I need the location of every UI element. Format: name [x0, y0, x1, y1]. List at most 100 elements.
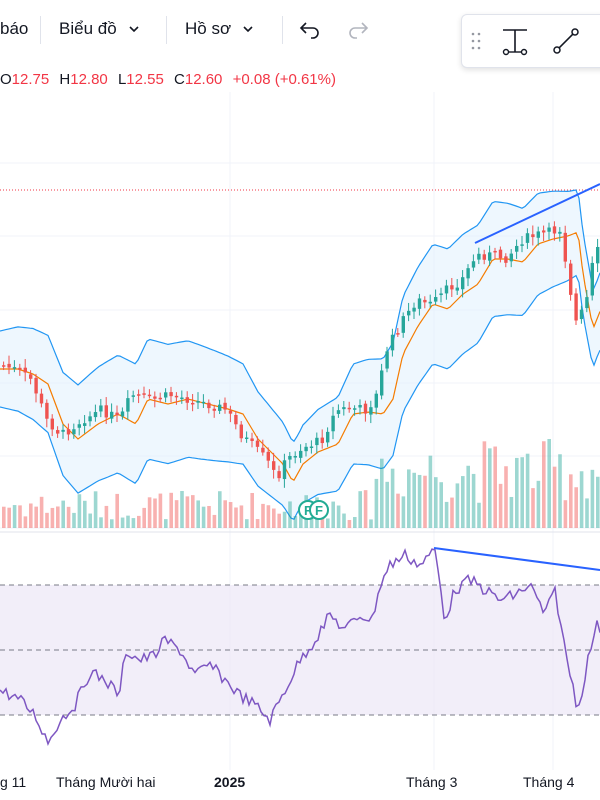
volume-bar	[542, 441, 546, 528]
volume-bar	[282, 511, 287, 528]
chart-menu-button[interactable]: Biểu đồ	[59, 14, 141, 44]
high-label: H	[59, 71, 71, 88]
volume-bar	[536, 480, 541, 528]
candle-body	[288, 455, 292, 460]
volume-bar	[477, 502, 481, 528]
candle-body	[326, 431, 330, 443]
candle-body	[552, 226, 557, 234]
volume-bar	[482, 441, 487, 528]
volume-bar	[120, 517, 125, 528]
volume-bar	[266, 505, 271, 528]
volume-bar	[185, 496, 190, 528]
volume-bar	[2, 506, 6, 528]
price-chart[interactable]	[0, 0, 600, 770]
volume-bar	[450, 497, 454, 528]
candle-body	[380, 370, 384, 396]
candle-body	[207, 402, 211, 409]
candle-body	[272, 461, 276, 470]
profile-menu-button[interactable]: Hồ sơ	[185, 14, 255, 44]
candle-body	[585, 297, 589, 309]
chevron-down-icon	[129, 26, 139, 33]
candle-body	[331, 415, 335, 432]
candle-body	[363, 403, 368, 414]
candle-body	[336, 410, 341, 414]
candle-body	[434, 297, 438, 302]
candlesticks	[2, 221, 600, 488]
volume-bar	[547, 439, 551, 528]
candle-body	[245, 437, 249, 440]
volume-bar	[207, 505, 211, 528]
volume-bar	[7, 507, 11, 528]
candle-body	[520, 244, 524, 246]
time-axis-label: g 11	[0, 774, 27, 790]
volume-bar	[218, 491, 222, 528]
candle-body	[574, 293, 578, 321]
candle-body	[2, 365, 6, 367]
volume-bar	[66, 506, 71, 528]
candle-body	[515, 245, 519, 252]
volume-bar	[320, 517, 325, 528]
alerts-label: báo	[0, 19, 29, 38]
candle-body	[12, 367, 17, 369]
candle-body	[255, 440, 260, 447]
candle-body	[423, 299, 427, 303]
volume-bar	[34, 506, 38, 528]
candle-body	[477, 253, 481, 260]
volume-bar	[439, 482, 443, 528]
user-drawings[interactable]	[433, 183, 600, 571]
candle-body	[482, 254, 486, 260]
volume-bar	[239, 505, 244, 528]
candle-body	[83, 423, 87, 426]
volume-bar	[590, 469, 595, 528]
candle-body	[412, 307, 416, 312]
volume-bar	[277, 513, 281, 528]
candle-body	[439, 293, 443, 296]
volume-bar	[596, 476, 600, 528]
redo-button[interactable]	[346, 14, 370, 44]
volume-bar	[574, 487, 578, 528]
candle-body	[299, 450, 303, 458]
candle-body	[110, 411, 114, 419]
candle-body	[374, 393, 378, 408]
candle-body	[137, 394, 141, 396]
financial-event-badge[interactable]: F	[309, 500, 329, 520]
upper-band-line	[0, 189, 600, 443]
volume-bar	[299, 509, 303, 528]
volume-bar	[228, 502, 233, 528]
volume-bar	[353, 517, 357, 528]
candle-body	[488, 252, 492, 261]
volume-bar	[444, 501, 449, 528]
candle-body	[99, 405, 103, 412]
alerts-button[interactable]: báo	[0, 14, 28, 44]
volume-bar	[191, 495, 195, 528]
rsi-pane	[0, 547, 600, 747]
volume-bar	[326, 518, 330, 528]
candle-body	[88, 416, 92, 422]
band-fill	[0, 190, 600, 520]
volume-bar	[407, 469, 411, 528]
trend-line-icon[interactable]	[550, 25, 582, 57]
candle-body	[547, 227, 551, 232]
candle-body	[104, 405, 108, 418]
candle-body	[450, 285, 454, 290]
volume-bar	[131, 518, 136, 528]
volume-bar	[115, 493, 119, 528]
volume-bar	[498, 483, 503, 528]
candle-body	[309, 446, 314, 449]
change-value: +0.08 (+0.61%)	[232, 71, 336, 88]
volume-bar	[104, 505, 109, 528]
volume-bar	[434, 477, 438, 528]
volume-bar	[223, 500, 227, 528]
candle-body	[396, 333, 400, 335]
volume-bar	[374, 478, 379, 528]
candle-body	[228, 410, 233, 414]
candle-body	[50, 418, 54, 430]
volume-bar	[196, 500, 200, 528]
volume-bar	[417, 474, 422, 528]
drag-handle-icon[interactable]	[470, 31, 482, 51]
undo-button[interactable]	[298, 14, 322, 44]
volume-bar	[401, 496, 406, 528]
measure-icon[interactable]	[500, 25, 530, 57]
candle-body	[196, 401, 200, 403]
candle-body	[525, 233, 530, 243]
